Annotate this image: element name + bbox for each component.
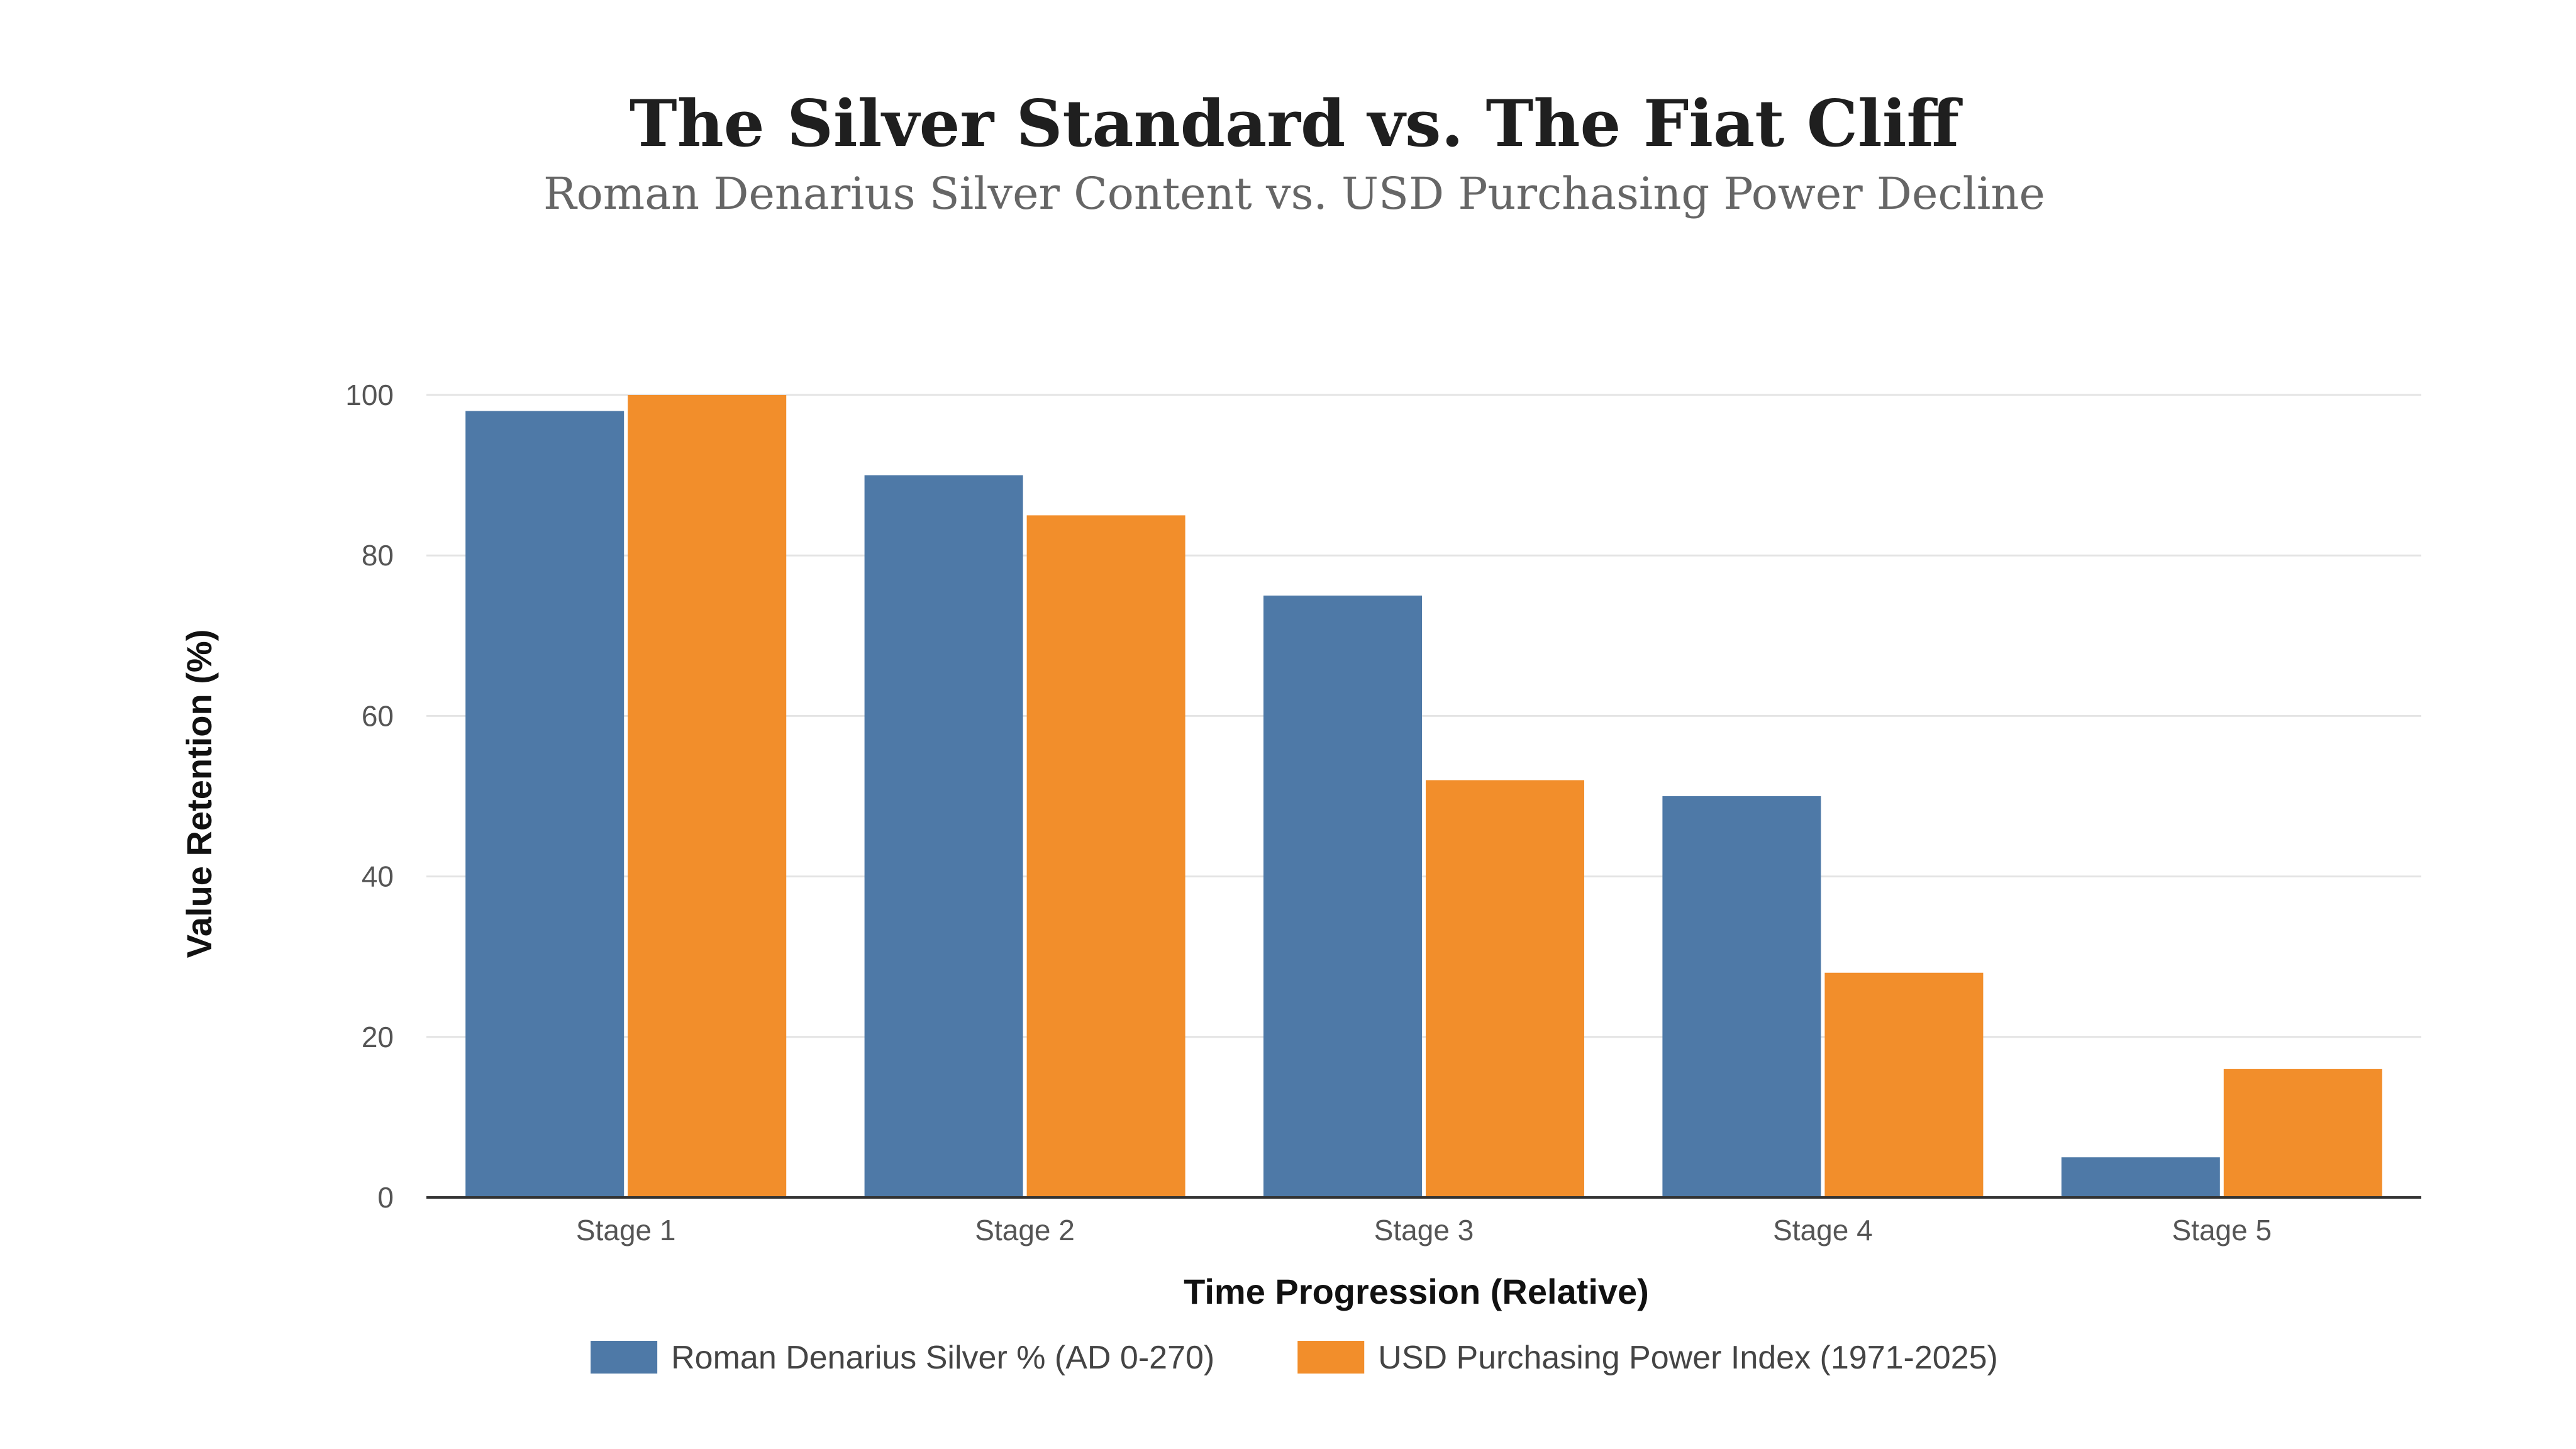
chart-subtitle: Roman Denarius Silver Content vs. USD Pu…	[543, 168, 2045, 219]
bar-series-group	[465, 395, 2382, 1197]
bar-series2-stage-5	[2223, 1069, 2382, 1197]
legend-swatch-1	[591, 1341, 658, 1374]
y-axis-title: Value Retention (%)	[179, 630, 219, 958]
legend: Roman Denarius Silver % (AD 0-270) USD Pu…	[591, 1340, 1998, 1376]
chart-title: The Silver Standard vs. The Fiat Cliff	[630, 86, 1963, 162]
y-tick-label-80: 80	[362, 539, 394, 572]
bar-series1-stage-4	[1662, 796, 1821, 1197]
bar-series2-stage-2	[1026, 515, 1185, 1197]
bar-series1-stage-1	[465, 411, 625, 1197]
y-tick-label-0: 0	[377, 1181, 394, 1214]
bar-series2-stage-3	[1426, 780, 1584, 1197]
x-tick-label-1: Stage 1	[576, 1214, 676, 1246]
x-axis-tick-labels: Stage 1 Stage 2 Stage 3 Stage 4 Stage 5	[576, 1214, 2272, 1246]
y-tick-label-20: 20	[362, 1021, 394, 1053]
y-tick-label-100: 100	[345, 379, 394, 411]
x-axis-title: Time Progression (Relative)	[1184, 1272, 1649, 1311]
legend-label-2: USD Purchasing Power Index (1971-2025)	[1378, 1340, 1998, 1376]
x-tick-label-4: Stage 4	[1773, 1214, 1873, 1246]
bar-series1-stage-5	[2061, 1157, 2220, 1197]
y-axis-tick-labels: 0 20 40 60 80 100	[345, 379, 394, 1214]
legend-label-1: Roman Denarius Silver % (AD 0-270)	[671, 1340, 1214, 1376]
x-tick-label-5: Stage 5	[2172, 1214, 2272, 1246]
bar-series2-stage-1	[628, 395, 787, 1197]
x-tick-label-2: Stage 2	[975, 1214, 1075, 1246]
y-tick-label-60: 60	[362, 699, 394, 732]
bar-series2-stage-4	[1824, 972, 1984, 1197]
x-tick-label-3: Stage 3	[1374, 1214, 1474, 1246]
y-tick-label-40: 40	[362, 860, 394, 893]
bar-series1-stage-2	[864, 475, 1023, 1197]
bar-series1-stage-3	[1263, 596, 1422, 1197]
legend-swatch-2	[1297, 1341, 1365, 1374]
